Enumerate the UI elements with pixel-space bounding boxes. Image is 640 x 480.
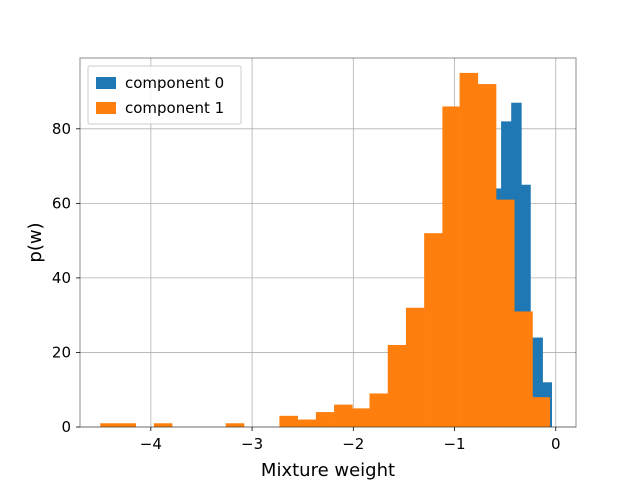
x-tick-label: −1 bbox=[443, 435, 465, 453]
x-tick-label: 0 bbox=[551, 435, 561, 453]
y-tick-label: 60 bbox=[52, 194, 71, 212]
bar-component-1-bin-4 bbox=[279, 415, 298, 427]
bar-component-1-bin-7 bbox=[334, 404, 353, 427]
legend-box bbox=[87, 65, 242, 125]
bar-component-1-bin-3 bbox=[225, 423, 245, 427]
x-tick-label: −4 bbox=[140, 435, 162, 453]
histogram-bars bbox=[100, 72, 553, 428]
bar-component-1-bin-14 bbox=[459, 72, 479, 427]
bar-component-1-bin-0 bbox=[100, 423, 119, 427]
bar-component-1-bin-2 bbox=[153, 423, 173, 427]
axis-ticks: −4 −3 −2 −1 0 0 20 40 60 80 bbox=[52, 120, 561, 453]
bar-component-1-bin-12 bbox=[424, 233, 443, 427]
bar-component-1-bin-18 bbox=[532, 397, 550, 427]
plot-frame bbox=[79, 57, 577, 428]
y-tick-label: 40 bbox=[52, 269, 71, 287]
y-tick-label: 20 bbox=[52, 343, 71, 361]
bar-component-1-bin-11 bbox=[405, 307, 425, 427]
bar-component-0-bin-3 bbox=[521, 184, 531, 427]
bar-component-1-bin-9 bbox=[369, 393, 389, 427]
bar-component-1-bin-15 bbox=[477, 84, 497, 427]
bar-component-1-bin-16 bbox=[496, 199, 515, 427]
legend-swatch-component-0 bbox=[96, 77, 116, 89]
bar-component-1-bin-17 bbox=[514, 311, 533, 427]
y-axis-label: p(w) bbox=[25, 222, 46, 262]
legend-swatch-component-1 bbox=[96, 102, 116, 114]
x-axis-label: Mixture weight bbox=[261, 460, 395, 480]
bar-component-1-bin-6 bbox=[315, 412, 335, 427]
legend-label-component-1: component 1 bbox=[125, 99, 224, 117]
x-tick-label: −3 bbox=[241, 435, 263, 453]
bar-component-1-bin-10 bbox=[387, 345, 407, 427]
bar-component-1-bin-8 bbox=[352, 408, 370, 427]
bar-component-1-bin-1 bbox=[118, 423, 136, 427]
bar-component-1-bin-5 bbox=[297, 419, 317, 427]
legend-label-component-0: component 0 bbox=[125, 74, 224, 92]
y-tick-label: 0 bbox=[61, 418, 71, 436]
bar-component-1-bin-13 bbox=[442, 106, 460, 428]
bar-component-0-bin-2 bbox=[511, 102, 522, 428]
legend: component 0 component 1 bbox=[87, 65, 242, 125]
x-tick-label: −2 bbox=[342, 435, 364, 453]
y-tick-label: 80 bbox=[52, 120, 71, 138]
